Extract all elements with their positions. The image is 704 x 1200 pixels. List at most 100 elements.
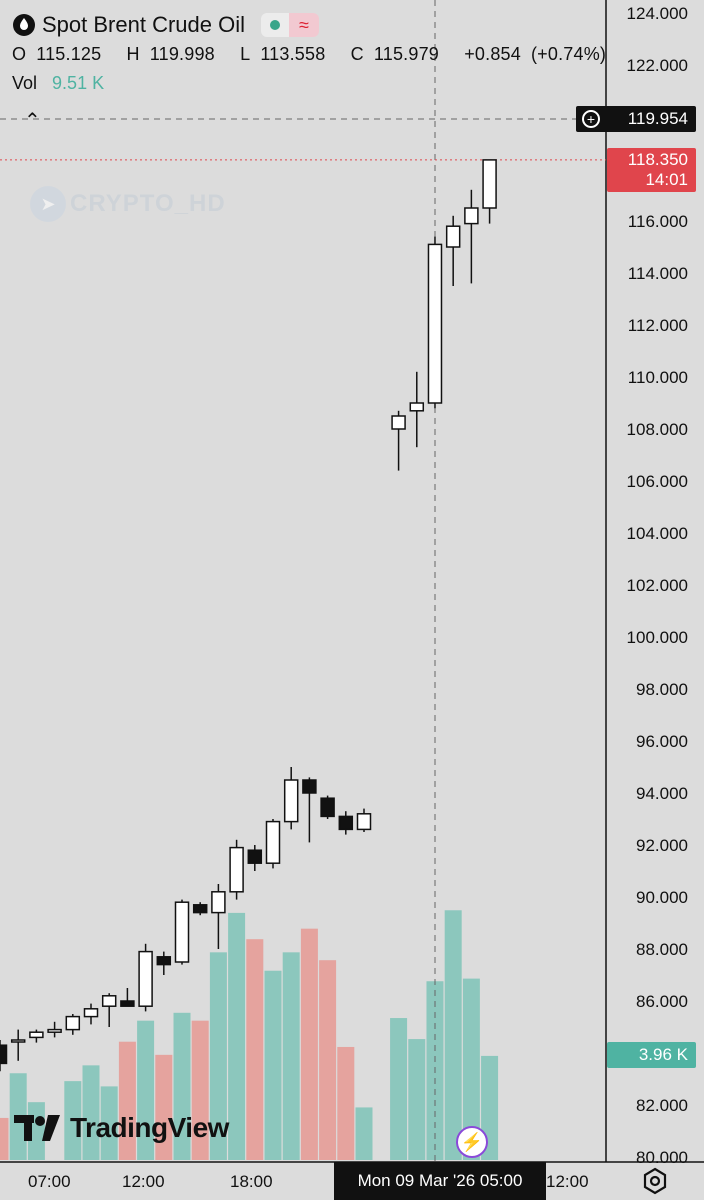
oil-drop-icon <box>13 14 35 36</box>
volume-bar <box>209 952 227 1160</box>
volume-bar <box>0 1117 9 1160</box>
green-dot-icon <box>269 20 280 30</box>
time-axis[interactable]: 07:00 12:00 18:00 12:00 <box>0 1162 606 1200</box>
crosshair-price-tag[interactable]: + 119.954 <box>576 106 696 132</box>
volume-bar <box>173 1012 191 1160</box>
title-row: Spot Brent Crude Oil ≈ <box>12 8 616 42</box>
volume-bar <box>300 928 318 1160</box>
volume-row: Vol 9.51 K <box>12 73 616 94</box>
candle-body <box>174 901 190 963</box>
price-tick-label: 104.000 <box>627 524 688 543</box>
candle-body <box>192 904 208 914</box>
volume-bar <box>246 939 264 1160</box>
telegram-icon: ➤ <box>30 186 66 222</box>
candle-body <box>283 779 299 823</box>
candle-body <box>409 402 425 412</box>
symbol-title[interactable]: Spot Brent Crude Oil <box>42 12 245 37</box>
volume-bar <box>337 1046 355 1160</box>
candle-body <box>229 846 244 893</box>
price-tick-label: 122.000 <box>627 56 688 75</box>
price-tick-label: 86.000 <box>636 992 688 1011</box>
price-tick-label: 90.000 <box>636 888 688 907</box>
volume-bar <box>82 1065 100 1160</box>
price-tick-label: 114.000 <box>628 264 688 283</box>
price-tick-label: 124.000 <box>627 4 688 23</box>
volume-bar <box>118 1041 136 1160</box>
candle-body <box>427 243 443 404</box>
candle-body <box>320 797 335 818</box>
volume-bar <box>408 1039 426 1160</box>
volume-bar <box>390 1018 408 1160</box>
time-cursor-label: Mon 09 Mar '26 05:00 <box>334 1162 546 1200</box>
close-value: 115.979 <box>373 44 439 64</box>
change-percent: (+0.74%) <box>530 44 607 64</box>
collapse-chevron-icon[interactable]: ⌃ <box>24 110 41 132</box>
volume-value: 9.51 K <box>52 73 105 93</box>
volume-bar <box>228 912 246 1160</box>
candle-body <box>65 1015 81 1031</box>
candle-body <box>356 813 372 831</box>
tradingview-logo[interactable]: TradingView <box>14 1112 229 1144</box>
volume-bar <box>264 970 282 1160</box>
candle-body <box>445 225 461 248</box>
candle-body <box>156 956 172 966</box>
price-tick-label: 94.000 <box>636 784 688 803</box>
candle-body <box>464 207 479 225</box>
volume-bar <box>191 1020 209 1160</box>
candle-body <box>482 159 497 209</box>
candle-body <box>391 415 406 430</box>
open-label: O <box>12 44 27 64</box>
price-tick-label: 82.000 <box>636 1096 688 1115</box>
candle-body <box>302 779 317 794</box>
price-tick-label: 108.000 <box>627 420 688 439</box>
high-label: H <box>126 44 140 64</box>
volume-bar <box>355 1107 373 1160</box>
tradingview-text: TradingView <box>70 1112 229 1143</box>
volume-price-tag: 3.96 K <box>607 1042 696 1068</box>
candle-body <box>247 849 263 864</box>
market-status-pill[interactable]: ≈ <box>260 13 319 37</box>
price-tick-label: 106.000 <box>627 472 688 491</box>
candle-body <box>265 820 281 864</box>
settings-gear-icon[interactable] <box>640 1166 670 1196</box>
open-value: 115.125 <box>36 44 102 64</box>
price-tick-label: 116.000 <box>628 212 688 231</box>
price-tick-label: 96.000 <box>636 732 688 751</box>
candle-body <box>10 1039 26 1043</box>
price-tick-label: 88.000 <box>636 940 688 959</box>
volume-bar <box>100 1086 118 1160</box>
volume-label: Vol <box>12 73 38 93</box>
candle-body <box>120 1000 135 1007</box>
add-alert-icon[interactable]: + <box>582 110 600 128</box>
change-value: +0.854 <box>464 44 521 64</box>
volume-tag-value: 3.96 K <box>638 1045 688 1064</box>
close-label: C <box>350 44 364 64</box>
candle-body <box>101 995 117 1007</box>
price-tick-label: 100.000 <box>627 628 688 647</box>
candle-body <box>0 1044 8 1065</box>
price-tick-label: 112.000 <box>628 316 688 335</box>
last-price-tag: 118.350 14:01 <box>607 148 696 192</box>
candle-body <box>83 1008 99 1018</box>
time-label: 18:00 <box>230 1172 273 1191</box>
volume-bar <box>155 1054 173 1160</box>
time-label: 07:00 <box>28 1172 71 1191</box>
price-tick-label: 92.000 <box>636 836 688 855</box>
time-label: 12:00 <box>546 1172 589 1191</box>
chart-header: Spot Brent Crude Oil ≈ O 115.125 H 119.998… <box>12 8 616 94</box>
lightning-icon[interactable]: ⚡ <box>456 1126 488 1158</box>
candle-body <box>338 815 354 831</box>
watermark-text: CRYPTO_HD <box>70 190 226 217</box>
volume-bar <box>64 1081 82 1160</box>
low-label: L <box>240 44 251 64</box>
last-price: 118.350 <box>627 150 688 169</box>
volume-bar <box>137 1020 155 1160</box>
volume-bar <box>462 978 480 1160</box>
price-tick-label: 98.000 <box>636 680 688 699</box>
wave-icon: ≈ <box>288 13 319 37</box>
tradingview-mark-icon <box>14 1115 60 1141</box>
low-value: 113.558 <box>260 44 326 64</box>
crosshair-price: 119.954 <box>627 109 688 128</box>
